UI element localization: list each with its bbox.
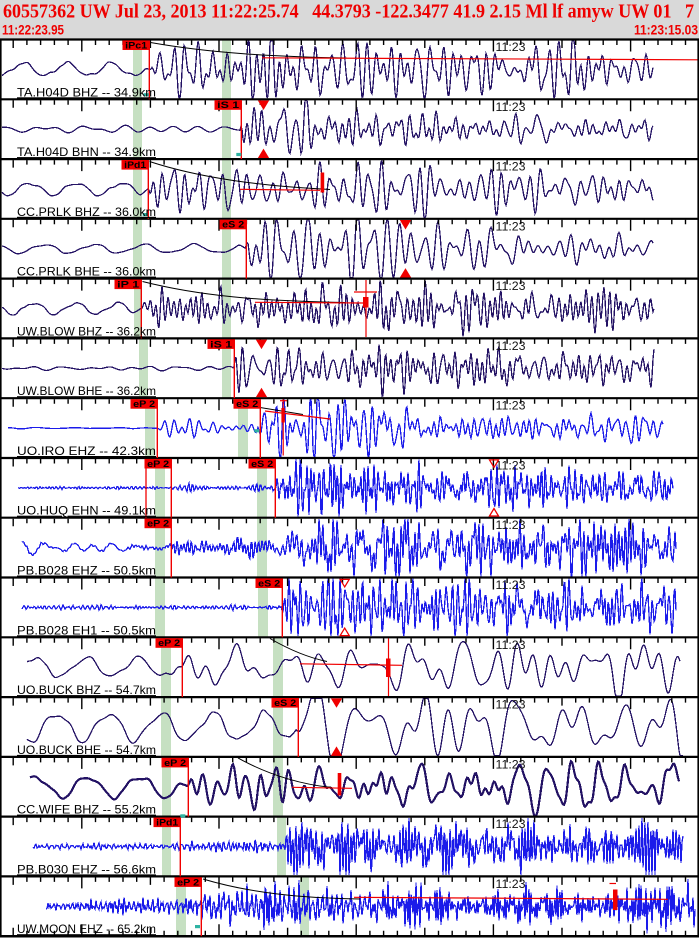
svg-text:UW.MOON EHZ -- 65.2km: UW.MOON EHZ -- 65.2km [17,922,156,936]
svg-text:UO.BUCK BHZ -- 54.7km: UO.BUCK BHZ -- 54.7km [17,683,156,697]
svg-text:11:23: 11:23 [496,640,526,652]
svg-text:PB.B028 EH1 -- 50.5km: PB.B028 EH1 -- 50.5km [17,623,156,637]
svg-text:eS 2: eS 2 [251,459,273,470]
svg-text:eP 2: eP 2 [147,519,169,530]
svg-text:iS 1: iS 1 [210,339,233,350]
svg-text:11:23: 11:23 [496,580,526,592]
svg-text:11:23: 11:23 [496,759,526,771]
svg-text:UO.BUCK BHE -- 54.7km: UO.BUCK BHE -- 54.7km [17,743,156,757]
svg-text:11:23: 11:23 [496,281,526,293]
svg-text:iPc1: iPc1 [125,40,148,51]
svg-text:eS 2: eS 2 [236,399,258,410]
svg-text:CC.PRLK BHE -- 36.0km: CC.PRLK BHE -- 36.0km [17,265,156,279]
svg-text:iS 1: iS 1 [217,100,240,111]
svg-text:11:23: 11:23 [496,879,526,891]
svg-text:11:23: 11:23 [496,520,526,532]
svg-text:iPd1: iPd1 [156,818,179,829]
svg-text:CC.WIFE BHZ -- 55.2km: CC.WIFE BHZ -- 55.2km [17,803,156,817]
svg-text:eP 2: eP 2 [158,638,180,649]
svg-text:UO.HUQ EHN -- 49.1km: UO.HUQ EHN -- 49.1km [17,504,156,518]
svg-text:TA.H04D BHN -- 34.9km: TA.H04D BHN -- 34.9km [17,145,156,159]
svg-text:eP 2: eP 2 [147,459,169,470]
svg-text:11:23: 11:23 [496,42,526,54]
svg-text:11:22:23.95: 11:22:23.95 [2,23,64,38]
svg-text:60557362 UW Jul 23, 2013 11:22: 60557362 UW Jul 23, 2013 11:22:25.74 44.… [3,1,694,23]
svg-text:11:23: 11:23 [496,162,526,174]
svg-text:TA.H04D BHZ -- 34.9km: TA.H04D BHZ -- 34.9km [17,85,156,99]
svg-text:eS 2: eS 2 [274,698,296,709]
svg-text:eP 2: eP 2 [133,399,155,410]
svg-text:CC.PRLK BHZ -- 36.0km: CC.PRLK BHZ -- 36.0km [17,205,156,219]
svg-text:UW.BLOW BHZ -- 36.2km: UW.BLOW BHZ -- 36.2km [17,324,156,338]
svg-text:iP 1: iP 1 [117,280,140,291]
svg-text:eS 2: eS 2 [258,578,280,589]
svg-text:eP 2: eP 2 [177,877,199,888]
svg-text:11:23: 11:23 [496,221,526,233]
svg-text:iPd1: iPd1 [124,160,147,171]
svg-text:11:23: 11:23 [496,341,526,353]
svg-text:eS 2: eS 2 [222,220,244,231]
svg-text:11:23:15.03: 11:23:15.03 [634,23,698,38]
svg-text:eP 2: eP 2 [164,758,186,769]
svg-text:UO.IRO EHZ -- 42.3km: UO.IRO EHZ -- 42.3km [17,444,156,458]
svg-text:11:23: 11:23 [496,819,526,831]
svg-text:PB.B030 EHZ -- 56.6km: PB.B030 EHZ -- 56.6km [17,862,156,876]
svg-text:11:23: 11:23 [496,401,526,413]
svg-text:UW.BLOW BHE -- 36.2km: UW.BLOW BHE -- 36.2km [17,384,156,398]
svg-text:11:23: 11:23 [496,102,526,114]
svg-text:PB.B028 EHZ -- 50.5km: PB.B028 EHZ -- 50.5km [17,564,156,578]
svg-text:11:23: 11:23 [496,700,526,712]
svg-text:11:23: 11:23 [496,461,526,473]
